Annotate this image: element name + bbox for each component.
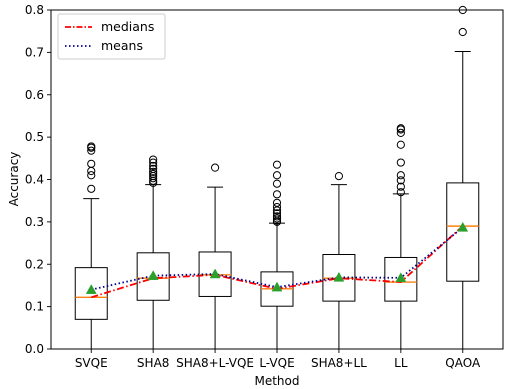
outlier-point (87, 171, 96, 180)
outlier-point (396, 158, 405, 167)
outlier-point (87, 184, 96, 193)
outlier-point (396, 140, 405, 149)
outlier-point (87, 166, 96, 176)
mean-marker (395, 272, 407, 283)
y-tick-label: 0.8 (25, 3, 44, 17)
outlier-point (272, 214, 282, 223)
outlier-point (87, 142, 96, 151)
box-sha8 (136, 155, 170, 350)
mean-marker (271, 281, 283, 292)
y-tick-label: 0.6 (25, 88, 44, 102)
x-tick-label: SVQE (75, 356, 108, 370)
box-sha8-ll (322, 172, 356, 350)
outlier-point (87, 159, 96, 168)
outlier-point (210, 163, 220, 172)
outlier-point (396, 128, 405, 137)
mean-marker (147, 270, 159, 280)
outlier-point (272, 212, 282, 221)
mean-marker (333, 271, 345, 282)
legend-medians-label: medians (101, 19, 154, 34)
y-tick-label: 0.2 (25, 257, 44, 271)
outlier-point (272, 209, 282, 218)
plot-elements (74, 5, 480, 350)
outlier-point (396, 188, 405, 197)
outlier-point (87, 146, 96, 155)
mean-marker (85, 284, 97, 294)
box-ll (384, 124, 418, 350)
y-tick-label: 0.7 (25, 45, 44, 59)
legend-means-label: means (101, 38, 143, 53)
outlier-point (458, 27, 467, 37)
x-tick-label: LL (394, 356, 408, 370)
x-tick-label: SHA8 (137, 356, 169, 370)
outlier-point (396, 124, 405, 133)
outlier-point (149, 161, 158, 171)
plot-frame (50, 9, 504, 350)
legend: medians means (57, 13, 166, 60)
box-l-vqe (260, 160, 294, 350)
y-axis-title: Accuracy (7, 152, 21, 207)
iqr-box (136, 252, 170, 301)
legend-frame (57, 13, 166, 60)
iqr-box (384, 256, 418, 302)
outlier-point (149, 167, 158, 176)
outlier-point (272, 202, 282, 212)
x-tick-label: L-VQE (259, 356, 294, 370)
y-axis: 0.0 0.1 0.2 0.3 0.4 0.5 0.6 0.7 0.8 (25, 3, 51, 356)
x-tick-label: SHA8+L-VQE (176, 356, 254, 370)
box-qaoa (446, 5, 480, 350)
outlier-point (272, 171, 282, 180)
x-tick-label: QAOA (445, 356, 481, 370)
mean-marker (457, 221, 469, 232)
y-tick-label: 0.1 (25, 300, 44, 314)
y-tick-label: 0.3 (25, 215, 44, 229)
mean-marker (209, 268, 221, 279)
y-tick-label: 0.4 (25, 173, 44, 187)
outlier-point (149, 164, 158, 174)
x-tick-label: SHA8+LL (311, 356, 367, 370)
outlier-point (272, 190, 282, 199)
outlier-point (149, 174, 158, 183)
iqr-box (446, 182, 480, 282)
y-tick-label: 0.5 (25, 130, 44, 144)
outlier-point (149, 169, 158, 179)
y-tick-label: 0.0 (25, 342, 44, 356)
outlier-point (272, 198, 282, 207)
outlier-point (149, 155, 158, 164)
outlier-point (272, 179, 282, 188)
outlier-point (396, 171, 405, 180)
outlier-point (272, 160, 282, 169)
x-axis-title: Method (254, 374, 299, 388)
iqr-box (74, 267, 108, 320)
outlier-point (396, 182, 405, 191)
box-sha8-l-vqe (198, 163, 232, 350)
outlier-point (149, 158, 158, 167)
box-svqe (74, 142, 108, 350)
x-axis: SVQE SHA8 SHA8+L-VQE L-VQE SHA8+LL LL QAOA (75, 349, 481, 370)
outlier-point (396, 176, 405, 185)
outlier-point (334, 172, 344, 181)
